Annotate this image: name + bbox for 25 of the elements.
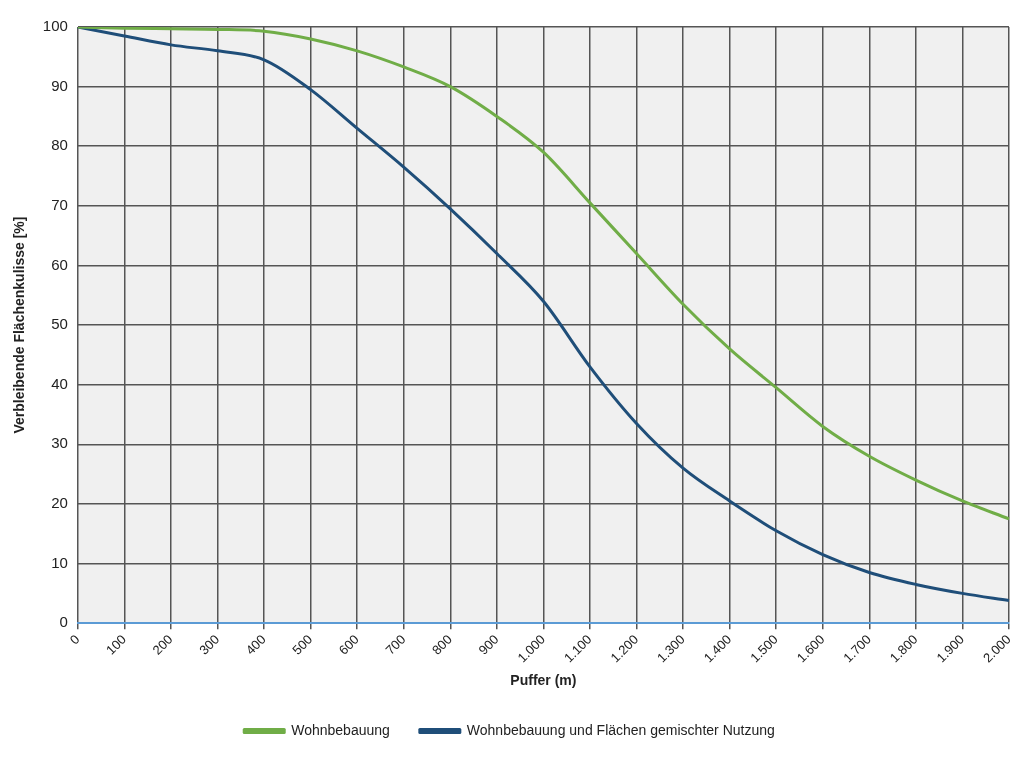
x-tick-label: 200 [149,631,176,658]
y-tick-label: 10 [51,553,68,571]
y-tick-label: 90 [51,76,68,94]
y-tick-label: 0 [59,613,68,631]
x-axis-title: Puffer (m) [510,672,577,689]
y-tick-label: 20 [51,494,68,512]
x-tick-label: 100 [103,631,130,658]
x-tick-label: 300 [196,631,223,658]
x-tick-label: 900 [475,631,502,658]
x-tick-label: 500 [289,631,316,658]
x-tick-label: 600 [335,631,362,658]
legend-label: Wohnbebauung und Flächen gemischter Nutzung [466,721,775,738]
x-tick-label: 800 [428,631,455,658]
y-tick-label: 100 [42,17,68,35]
x-tick-label: 700 [382,631,409,658]
y-axis-title: Verbleibende Flächenkulisse [%] [11,216,28,434]
legend-label: Wohnbebauung [291,721,390,738]
y-tick-label: 80 [51,136,68,154]
y-tick-label: 30 [51,434,68,452]
y-tick-label: 70 [51,195,68,213]
x-tick-label: 0 [66,631,83,648]
x-tick-label: 400 [242,631,269,658]
y-tick-label: 60 [51,255,68,273]
y-tick-label: 50 [51,315,68,333]
y-tick-label: 40 [51,374,68,392]
